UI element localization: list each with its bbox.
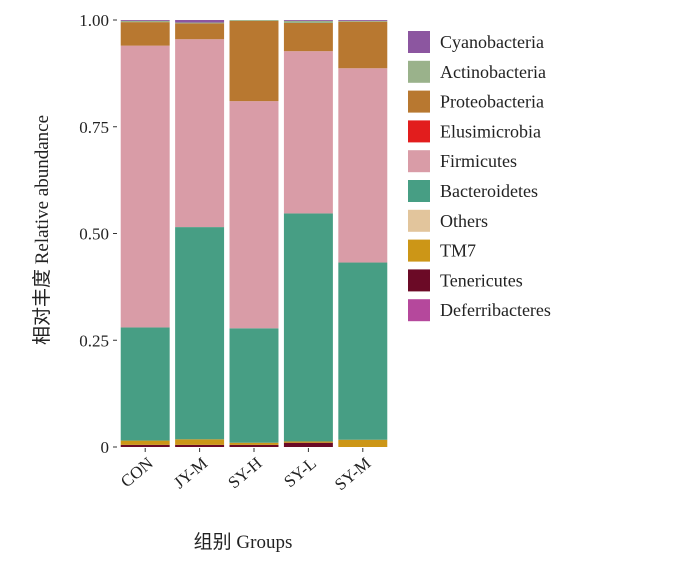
bar-sy-h-proteobacteria [229, 20, 279, 102]
legend-swatch-others [408, 209, 430, 232]
legend-label-others: Others [440, 211, 488, 231]
x-tick-label-jy-m: JY-M [170, 454, 211, 493]
bar-sy-h-firmicutes [229, 101, 279, 329]
bar-con-tm7 [120, 440, 170, 445]
bar-sy-h-tm7 [229, 442, 279, 445]
x-tick-label-sy-l: SY-L [280, 454, 320, 492]
bar-con-firmicutes [120, 45, 170, 328]
y-tick-label: 0.75 [79, 118, 109, 137]
bar-sy-m-actinobacteria [338, 20, 388, 22]
legend-swatch-actinobacteria [408, 60, 430, 83]
bar-sy-l-tm7 [283, 441, 333, 443]
legend-swatch-proteobacteria [408, 90, 430, 113]
bar-con-bacteroidetes [120, 327, 170, 441]
legend-swatch-cyanobacteria [408, 31, 430, 53]
legend-label-elusimicrobia: Elusimicrobia [440, 121, 541, 141]
bar-sy-h-tenericutes [229, 444, 279, 447]
legend-swatch-elusimicrobia [408, 120, 430, 143]
x-axis-title: 组别 Groups [194, 531, 293, 553]
bars-layer [120, 20, 388, 447]
x-tick-label-sy-h: SY-H [224, 454, 265, 493]
bar-con-tenericutes [120, 444, 170, 447]
legend-label-actinobacteria: Actinobacteria [440, 62, 546, 82]
legend-label-tenericutes: Tenericutes [440, 270, 523, 290]
bar-sy-l-bacteroidetes [283, 213, 333, 442]
bar-sy-m-bacteroidetes [338, 262, 388, 440]
bar-sy-h-actinobacteria [229, 20, 279, 21]
bar-sy-h-bacteroidetes [229, 328, 279, 443]
legend-label-tm7: TM7 [440, 241, 476, 261]
legend-label-cyanobacteria: Cyanobacteria [440, 32, 544, 52]
bar-sy-l-firmicutes [283, 51, 333, 214]
legend: Cyanobacteria Actinobacteria Proteobacteri… [408, 31, 551, 322]
bar-jy-m-firmicutes [175, 39, 225, 228]
bar-jy-m-proteobacteria [175, 23, 225, 40]
legend-swatch-bacteroidetes [408, 180, 430, 202]
x-tick-label-con: CON [117, 454, 157, 492]
legend-label-proteobacteria: Proteobacteria [440, 92, 544, 112]
bar-jy-m-cyanobacteria [175, 20, 225, 23]
bar-con-cyanobacteria [120, 20, 170, 21]
y-tick-label: 1.00 [79, 11, 109, 30]
bar-con-proteobacteria [120, 22, 170, 46]
y-tick-label: 0 [101, 438, 110, 457]
bar-con-actinobacteria [120, 20, 170, 23]
y-axis-title: 相对丰度 Relative abundance [31, 115, 53, 345]
bar-sy-m-proteobacteria [338, 21, 388, 69]
bar-sy-l-actinobacteria [283, 20, 333, 23]
y-axis: 0 0.25 0.50 0.75 1.00 [79, 11, 117, 457]
legend-swatch-deferribacteres [408, 299, 430, 322]
bar-jy-m-actinobacteria [175, 22, 225, 24]
bar-jy-m-tm7 [175, 439, 225, 445]
y-tick-label: 0.50 [79, 225, 109, 244]
legend-label-firmicutes: Firmicutes [440, 151, 517, 171]
legend-label-deferribacteres: Deferribacteres [440, 300, 551, 320]
bar-jy-m-tenericutes [175, 444, 225, 447]
legend-swatch-firmicutes [408, 150, 430, 173]
bar-sy-m-cyanobacteria [338, 20, 388, 21]
bar-sy-m-firmicutes [338, 68, 388, 263]
bar-sy-m-tm7 [338, 439, 388, 447]
x-axis: CON JY-M SY-H SY-L SY-M [117, 448, 374, 494]
legend-label-bacteroidetes: Bacteroidetes [440, 181, 538, 201]
legend-swatch-tm7 [408, 239, 430, 262]
legend-swatch-tenericutes [408, 269, 430, 292]
bar-sy-l-proteobacteria [283, 22, 333, 52]
bar-jy-m-bacteroidetes [175, 227, 225, 440]
bar-sy-l-tenericutes [283, 442, 333, 447]
y-tick-label: 0.25 [79, 331, 109, 350]
x-tick-label-sy-m: SY-M [331, 454, 374, 495]
bar-sy-l-cyanobacteria [283, 20, 333, 21]
